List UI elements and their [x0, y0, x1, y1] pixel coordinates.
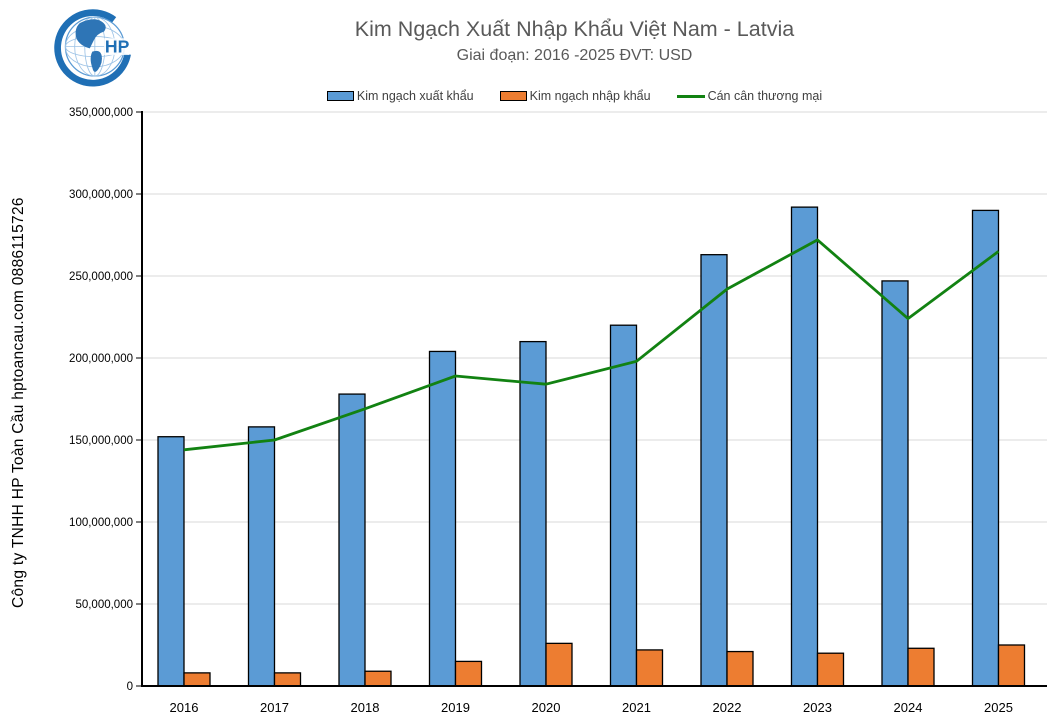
bar-import-2023: [816, 652, 845, 687]
chart-header: Kim Ngạch Xuất Nhập Khẩu Việt Nam - Latv…: [142, 16, 1007, 65]
legend-item: Cán cân thương mại: [676, 89, 823, 103]
y-axis-label: 350,000,000: [69, 107, 133, 119]
x-axis-label: 2022: [713, 700, 742, 715]
x-axis-label: 2025: [984, 700, 1013, 715]
export-bars: [157, 206, 1000, 687]
legend-label: Kim ngạch xuất khẩu: [356, 89, 474, 103]
legend-label: Kim ngạch nhập khẩu: [529, 89, 651, 103]
logo-hp-letters: HP: [105, 37, 130, 57]
y-axis-label: 0: [127, 681, 133, 693]
legend-item: Kim ngạch xuất khẩu: [326, 89, 474, 103]
legend-item: Kim ngạch nhập khẩu: [499, 89, 651, 103]
bar-import-2021: [635, 649, 664, 687]
y-axis-label: 150,000,000: [69, 435, 133, 447]
bar-import-2024: [907, 647, 935, 687]
y-axis-label: 200,000,000: [69, 353, 133, 365]
bar-import-2019: [454, 660, 483, 687]
balance-line: [183, 238, 1000, 452]
legend-bar-swatch: [499, 91, 527, 101]
y-axis-labels: 0 50,000,000 100,000,000 150,000,000 200,000…: [69, 107, 133, 693]
bar-import-2016: [183, 672, 211, 687]
bar-import-2020: [545, 642, 573, 687]
chart-legend: Kim ngạch xuất khẩu Kim ngạch nhập khẩu Cá…: [142, 86, 1007, 106]
y-axis-label: 250,000,000: [69, 271, 133, 283]
x-axis-label: 2020: [532, 700, 561, 715]
bar-export-2020: [519, 340, 547, 687]
x-axis-label: 2018: [351, 700, 380, 715]
bar-import-2017: [273, 672, 302, 687]
x-axis-label: 2024: [894, 700, 923, 715]
x-axis-label: 2016: [170, 700, 199, 715]
import-bars: [183, 642, 1026, 687]
globe-icon: HP: [54, 9, 131, 87]
bar-export-2022: [700, 254, 728, 687]
bar-export-2018: [338, 393, 366, 687]
x-axis-labels: 2016 2017 2018 2019 2020 2021 2022 2023 2024 2025: [170, 700, 1013, 715]
chart-subtitle: Giai đoạn: 2016 -2025 ĐVT: USD: [456, 46, 693, 64]
x-axis-label: 2023: [803, 700, 832, 715]
y-axis-label: 50,000,000: [75, 599, 133, 611]
chart-title: Kim Ngạch Xuất Nhập Khẩu Việt Nam - Latv…: [354, 17, 795, 41]
company-logo-icon: HP: [52, 8, 136, 92]
bar-export-2024: [881, 280, 909, 687]
bar-export-2025: [971, 209, 1000, 687]
gridlines: [142, 111, 1047, 605]
y-axis-label: 300,000,000: [69, 189, 133, 201]
bar-export-2023: [790, 206, 819, 687]
legend-line-swatch: [676, 94, 705, 98]
bar-export-2021: [609, 324, 638, 687]
y-axis-label: 100,000,000: [69, 517, 133, 529]
bar-export-2019: [428, 350, 457, 687]
legend-label: Cán cân thương mại: [707, 89, 823, 103]
bar-import-2025: [997, 644, 1026, 687]
bar-export-2017: [247, 426, 276, 687]
bar-export-2016: [157, 436, 185, 687]
legend-bar-swatch: [326, 91, 354, 101]
x-axis-label: 2019: [441, 700, 470, 715]
bar-import-2018: [364, 670, 392, 687]
x-axis-label: 2021: [622, 700, 651, 715]
bar-import-2022: [726, 650, 754, 687]
x-axis-label: 2017: [260, 700, 289, 715]
